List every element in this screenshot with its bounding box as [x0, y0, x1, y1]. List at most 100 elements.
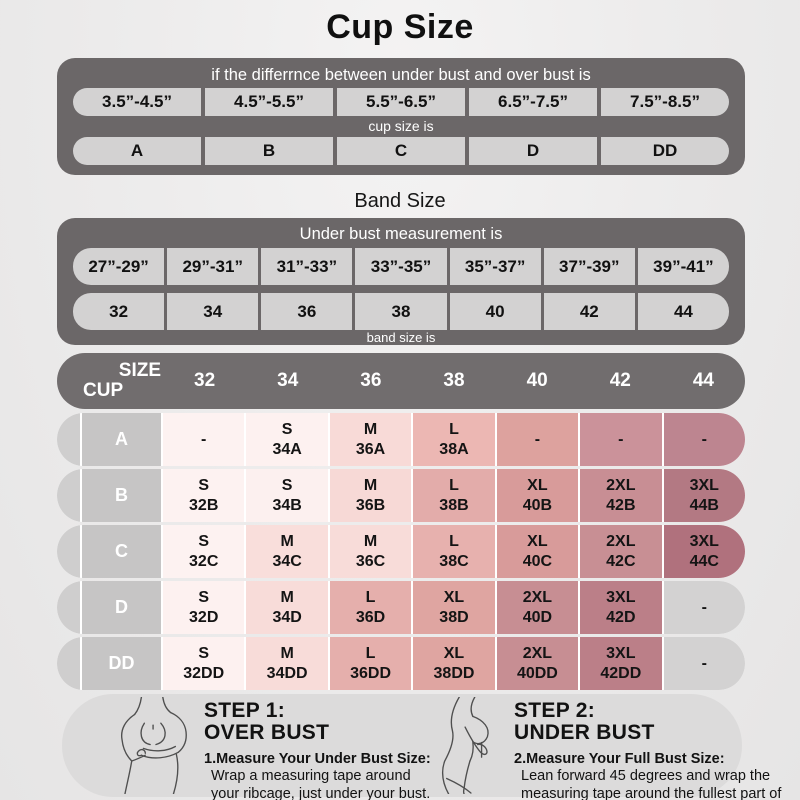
- size-cell: S 32DD: [163, 637, 245, 690]
- size-cell: 3XL 44C: [663, 525, 745, 578]
- size-cell: -: [163, 413, 245, 466]
- cell-size-label: 3XL: [689, 532, 719, 550]
- matrix-row-b: B S 32B S 34B M 36B L 38B XL 40B 2XL 42B 3XL 44…: [57, 469, 745, 522]
- band-size-title: Band Size: [354, 190, 446, 212]
- cup-letter-pill: C: [337, 137, 465, 165]
- column-header: 40: [526, 370, 548, 391]
- cell-size-label: M: [280, 532, 294, 550]
- size-cell: M 36B: [329, 469, 412, 522]
- cell-size-label: 3XL: [606, 644, 636, 662]
- cell-size-code: 36B: [355, 496, 386, 514]
- size-cell: 3XL 44B: [663, 469, 745, 522]
- cup-letter-pill: A: [73, 137, 201, 165]
- cell-size-label: XL: [527, 476, 548, 494]
- band-number-pill: 34: [167, 293, 259, 330]
- band-range-pill: 27”-29”: [73, 248, 165, 285]
- size-cell: L 38A: [413, 413, 495, 466]
- column-header: 38: [443, 370, 465, 391]
- corner-size-label: SIZE: [118, 360, 161, 381]
- step-2-lead: 2.Measure Your Full Bust Size:: [514, 750, 725, 767]
- band-range-pill: 31”-33”: [261, 248, 353, 285]
- cup-letter-pill: B: [205, 137, 333, 165]
- band-number-pill: 32: [73, 293, 165, 330]
- cell-size-code: 38B: [439, 496, 469, 514]
- cell-size-label: 2XL: [522, 644, 553, 662]
- size-cell: -: [580, 413, 662, 466]
- step-1-lead: 1.Measure Your Under Bust Size:: [204, 750, 431, 767]
- band-number-pill: 44: [637, 293, 729, 330]
- row-label: A: [82, 413, 161, 466]
- cell-size-label: S: [198, 476, 210, 494]
- column-header: 32: [194, 370, 216, 391]
- cell-size-label: L: [449, 532, 459, 550]
- cell-size-code: 32DD: [183, 664, 225, 682]
- row-label: D: [82, 581, 161, 634]
- cell-size-code: 34C: [272, 552, 302, 570]
- figure-under-bust-illustration: [442, 697, 489, 794]
- cup-letter-pill: D: [469, 137, 597, 165]
- size-cell: -: [496, 413, 579, 466]
- cell-size-label: XL: [443, 644, 465, 662]
- cell-size-label: M: [363, 532, 378, 550]
- page-title: Cup Size: [326, 8, 474, 46]
- cell-size-code: 42B: [606, 496, 636, 514]
- size-cell: 2XL 40D: [496, 581, 579, 634]
- step-1-body: Wrap a measuring tape around your ribcag…: [211, 767, 431, 800]
- size-cell: S 34A: [246, 413, 328, 466]
- size-cell: M 34C: [246, 525, 328, 578]
- cell-size-label: L: [449, 420, 459, 438]
- step-2-number: STEP 2:: [514, 699, 596, 722]
- column-header: 34: [277, 370, 299, 391]
- cell-size-code: 40DD: [516, 664, 558, 682]
- cell-size-label: -: [701, 430, 707, 448]
- matrix-column-headers: 32 34 36 38 40 42 44: [163, 353, 745, 409]
- cell-size-label: 2XL: [606, 476, 636, 494]
- cell-size-code: 36DD: [350, 664, 391, 682]
- cell-size-label: -: [701, 654, 707, 672]
- size-cell: -: [663, 637, 745, 690]
- row-cap: [57, 581, 80, 634]
- size-cell: S 34B: [246, 469, 328, 522]
- cell-size-code: 44B: [689, 496, 719, 514]
- cell-size-code: 36A: [355, 440, 386, 458]
- matrix-row-c: C S 32C M 34C M 36C L 38C XL 40C 2XL 42C 3XL 44…: [57, 525, 745, 578]
- band-size-is-label: band size is: [366, 330, 436, 345]
- cell-size-code: 44C: [689, 552, 719, 570]
- band-range-pill: 35”-37”: [449, 248, 541, 285]
- row-label: B: [82, 469, 161, 522]
- matrix-corner: SIZE CUP: [57, 353, 163, 409]
- row-cap: [57, 525, 80, 578]
- cell-size-label: S: [281, 476, 293, 494]
- cell-size-label: L: [365, 588, 376, 606]
- cell-size-label: L: [365, 644, 376, 662]
- under-bust-header: Under bust measurement is: [299, 225, 503, 243]
- band-range-pill: 33”-35”: [355, 248, 447, 285]
- corner-cup-label: CUP: [83, 380, 124, 401]
- size-cell: M 34DD: [246, 637, 328, 690]
- size-cell: 2XL 40DD: [496, 637, 579, 690]
- band-number-pill: 42: [543, 293, 635, 330]
- figure-over-bust-illustration: [120, 697, 187, 794]
- size-cell: L 36DD: [329, 637, 412, 690]
- size-cell: L 36D: [329, 581, 412, 634]
- cell-size-label: -: [701, 598, 707, 616]
- band-number-pill: 40: [449, 293, 541, 330]
- cup-range-pill: 6.5”-7.5”: [469, 88, 597, 116]
- cell-size-label: XL: [443, 588, 465, 606]
- row-label: C: [82, 525, 161, 578]
- matrix-row-a: A - S 34A M 36A L 38A - - -: [57, 413, 745, 466]
- cup-range-pill: 3.5”-4.5”: [73, 88, 201, 116]
- row-label: DD: [82, 637, 161, 690]
- matrix-header: SIZE CUP 32 34 36 38 40 42 44: [57, 353, 745, 409]
- size-cell: L 38B: [413, 469, 495, 522]
- size-cell: S 32B: [163, 469, 245, 522]
- cell-size-label: S: [198, 644, 210, 662]
- column-header: 42: [609, 370, 631, 391]
- size-cell: 3XL 42D: [580, 581, 662, 634]
- cup-range-row: 3.5”-4.5” 4.5”-5.5” 5.5”-6.5” 6.5”-7.5” …: [73, 88, 729, 116]
- cell-size-code: 34B: [272, 496, 302, 514]
- size-cell: M 36A: [329, 413, 412, 466]
- cell-size-code: 32B: [189, 496, 219, 514]
- cup-size-is-label: cup size is: [368, 118, 434, 134]
